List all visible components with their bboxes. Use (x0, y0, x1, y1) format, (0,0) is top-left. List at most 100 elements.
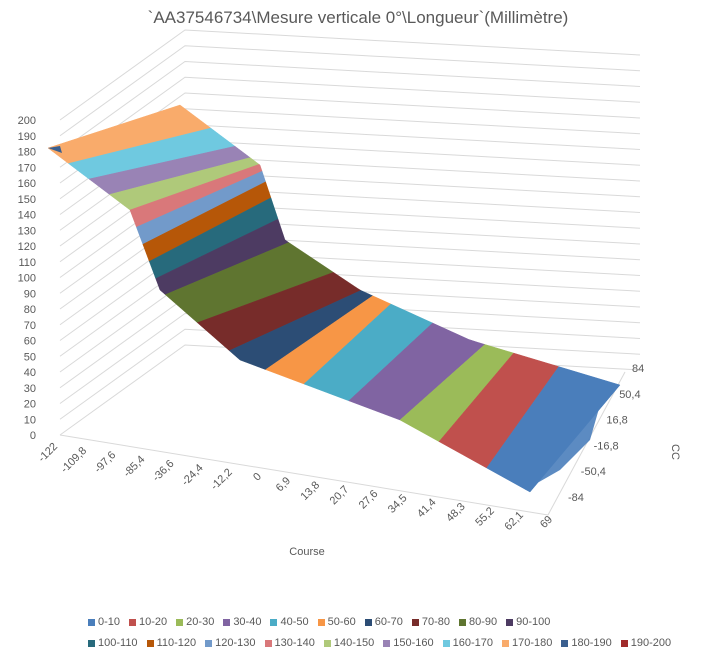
z-tick-label: 70 (24, 320, 36, 332)
legend-row: 0-10 10-20 20-30 30-40 40-50 50-60 60-70 70-80 8… (88, 616, 648, 628)
y-tick-label: 84 (632, 363, 644, 375)
legend-swatch (223, 618, 231, 626)
z-tick-label: 130 (18, 225, 36, 237)
x-tick-label: 34,5 (386, 492, 410, 516)
legend-item: 10-20 (129, 616, 167, 628)
y-tick-label: 50,4 (619, 389, 640, 401)
legend-swatch (383, 639, 391, 647)
legend-item: 100-110 (88, 637, 138, 649)
legend-item: 170-180 (502, 637, 552, 649)
chart-title: `AA37546734\Mesure verticale 0°\Longueur… (147, 8, 569, 27)
legend-item: 80-90 (459, 616, 497, 628)
legend-item: 190-200 (620, 637, 672, 649)
z-tick-label: 140 (18, 210, 36, 222)
legend-label: 60-70 (374, 616, 403, 628)
legend-swatch (561, 639, 569, 647)
legend-item: 180-190 (561, 637, 612, 649)
y-tick-label: -84 (568, 492, 584, 504)
legend-item: 160-170 (442, 637, 493, 649)
x-tick-label: -109,8 (59, 445, 90, 476)
surface-band-0-10 (525, 385, 620, 490)
legend-label: 110-120 (156, 637, 197, 649)
legend-row: 100-110 110-120 120-130 130-140 140-150 150-1… (88, 637, 671, 649)
legend-label: 130-140 (274, 637, 315, 649)
legend-swatch (620, 639, 628, 647)
legend-swatch (88, 618, 95, 626)
z-tick-label: 180 (18, 147, 36, 159)
gridline (59, 45, 641, 137)
legend-item: 150-160 (383, 637, 434, 649)
legend-label: 190-200 (630, 637, 672, 649)
z-tick-label: 120 (18, 241, 36, 253)
legend-label: 80-90 (469, 616, 498, 628)
legend-item: 140-150 (323, 637, 375, 649)
legend-swatch (364, 618, 372, 626)
legend-label: 160-170 (452, 637, 493, 649)
legend-swatch (442, 639, 450, 647)
legend-label: 10-20 (139, 616, 168, 628)
legend-item: 60-70 (364, 616, 403, 628)
legend-swatch (205, 639, 213, 647)
x-tick-label: -12,2 (209, 466, 235, 492)
y-axis-title: CC (669, 444, 681, 460)
z-tick-label: 80 (24, 304, 36, 316)
x-tick-label: 13,8 (299, 479, 323, 503)
y-tick-label: 16,8 (606, 415, 627, 427)
x-tick-label: -24,4 (179, 462, 205, 488)
x-tick-label: 27,6 (357, 488, 381, 512)
z-tick-label: 150 (18, 194, 36, 206)
legend-item: 120-130 (205, 637, 256, 649)
surface-band-180-190 (48, 146, 62, 153)
legend-swatch (323, 639, 331, 647)
gridline (59, 60, 641, 152)
x-tick-label: 0 (251, 471, 264, 484)
legend-label: 50-60 (327, 616, 356, 628)
z-tick-label: 60 (24, 336, 36, 348)
legend-item: 0-10 (88, 616, 120, 628)
x-tick-label: -122 (36, 441, 60, 465)
legend-label: 70-80 (421, 616, 451, 628)
legend-item: 20-30 (176, 616, 214, 628)
legend-label: 120-130 (215, 637, 256, 649)
z-tick-label: 0 (30, 430, 36, 442)
x-axis-line (59, 434, 549, 516)
x-tick-label: 41,4 (415, 496, 439, 520)
x-tick-label: 48,3 (444, 501, 468, 525)
legend-item: 30-40 (223, 616, 261, 628)
legend-label: 90-100 (516, 616, 551, 628)
x-tick-label: -85,4 (121, 454, 147, 480)
x-tick-label: 55,2 (473, 505, 497, 529)
z-tick-label: 170 (18, 162, 36, 174)
z-tick-label: 200 (18, 115, 36, 127)
z-tick-label: 100 (18, 273, 36, 285)
x-tick-label: 6,9 (274, 475, 293, 494)
legend-swatch (502, 639, 509, 647)
z-tick-label: 90 (24, 288, 36, 300)
x-tick-label: 69 (538, 514, 555, 531)
legend-swatch (129, 618, 137, 626)
x-tick-label: 62,1 (502, 509, 526, 533)
legend-swatch (270, 618, 278, 626)
legend: 0-10 10-20 20-30 30-40 40-50 50-60 60-70 70-80 8… (88, 616, 671, 658)
legend-swatch (88, 639, 95, 647)
legend-item: 110-120 (146, 637, 197, 649)
legend-swatch (459, 618, 467, 626)
legend-label: 40-50 (280, 616, 309, 628)
surface-plot: 0 10 20 30 40 50 60 70 80 90 100 110 120 130 140 150 160… (18, 29, 681, 558)
z-tick-label: 30 (24, 383, 36, 395)
gridline (59, 29, 641, 121)
legend-swatch (411, 618, 419, 626)
legend-label: 140-150 (333, 637, 375, 649)
legend-swatch (317, 618, 325, 626)
x-axis-title: Course (289, 546, 324, 558)
legend-item: 90-100 (506, 616, 550, 628)
legend-item: 130-140 (264, 637, 315, 649)
gridline (59, 312, 641, 404)
legend-item: 50-60 (317, 616, 356, 628)
z-tick-label: 10 (24, 414, 36, 426)
z-tick-label: 50 (24, 351, 36, 363)
legend-swatch (264, 639, 272, 647)
legend-item: 40-50 (270, 616, 309, 628)
legend-swatch (146, 639, 154, 647)
